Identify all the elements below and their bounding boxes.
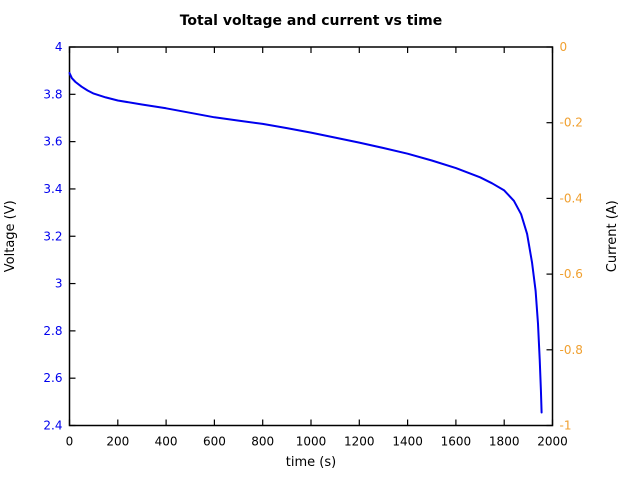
x-tick-label: 1600 bbox=[441, 435, 472, 449]
x-tick-label: 1400 bbox=[392, 435, 423, 449]
y-right-tick-label: -1 bbox=[560, 419, 572, 433]
voltage-curve bbox=[68, 72, 543, 414]
y-right-tick-label: -0.2 bbox=[560, 116, 583, 130]
y-left-tick-label: 3.6 bbox=[43, 135, 62, 149]
y-left-tick-label: 4 bbox=[55, 40, 63, 54]
y-right-axis-label: Current (A) bbox=[605, 200, 620, 272]
y-left-tick-label: 3.4 bbox=[43, 182, 62, 196]
y-right-tick-label: 0 bbox=[560, 40, 568, 54]
x-tick-label: 200 bbox=[106, 435, 129, 449]
x-tick-label: 1800 bbox=[489, 435, 520, 449]
x-tick-label: 800 bbox=[251, 435, 274, 449]
x-tick-label: 600 bbox=[203, 435, 226, 449]
x-tick-label: 1000 bbox=[296, 435, 327, 449]
x-tick-label: 0 bbox=[66, 435, 74, 449]
x-tick-label: 2000 bbox=[537, 435, 568, 449]
y-right-tick-label: -0.4 bbox=[560, 191, 583, 205]
x-axis-label: time (s) bbox=[286, 455, 336, 470]
x-tick-label: 1200 bbox=[344, 435, 375, 449]
chart-title: Total voltage and current vs time bbox=[179, 13, 443, 29]
y-left-tick-label: 2.4 bbox=[43, 419, 62, 433]
x-tick-label: 400 bbox=[155, 435, 178, 449]
y-left-axis-label: Voltage (V) bbox=[3, 200, 18, 272]
y-right-tick-label: -0.6 bbox=[560, 267, 583, 281]
y-left-tick-label: 3.2 bbox=[43, 229, 62, 243]
y-left-tick-label: 3 bbox=[55, 277, 63, 291]
y-right-tick-label: -0.8 bbox=[560, 343, 583, 357]
y-left-tick-label: 2.6 bbox=[43, 371, 62, 385]
y-left-tick-label: 3.8 bbox=[43, 87, 62, 101]
y-left-tick-label: 2.8 bbox=[43, 324, 62, 338]
